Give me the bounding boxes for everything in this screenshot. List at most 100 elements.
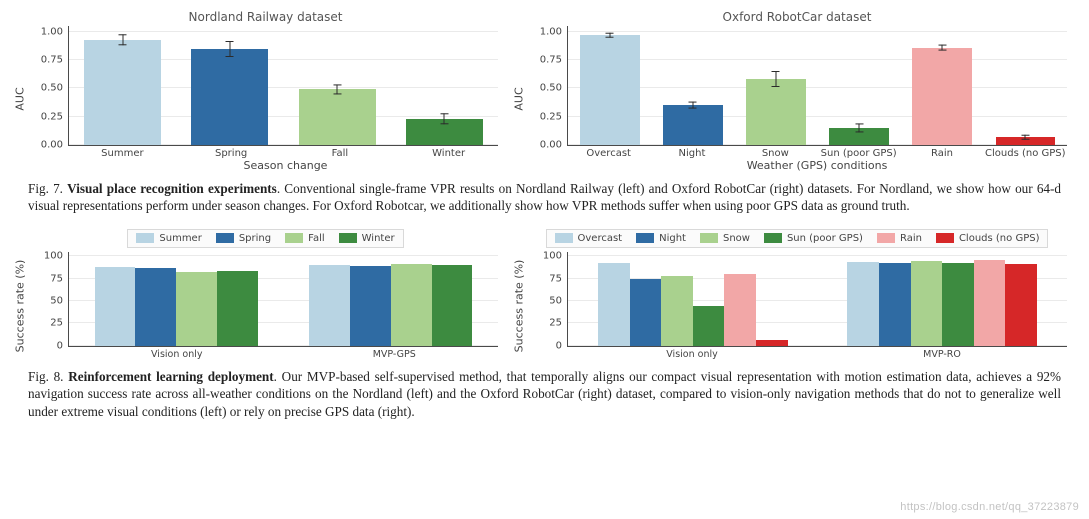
fig8-left-chart: Success rate (%) 0255075100 Vision onlyM… [28, 252, 503, 360]
bar-slot [391, 26, 498, 145]
y-tick: 0.00 [41, 140, 69, 151]
fig8-caption-bold: Reinforcement learning deployment [68, 369, 273, 384]
y-tick: 50 [549, 296, 568, 307]
bar-slot [284, 26, 391, 145]
y-tick: 25 [50, 318, 69, 329]
bar [942, 263, 974, 346]
bar [693, 306, 725, 346]
error-bar [1025, 135, 1026, 140]
bar-group [818, 252, 1068, 346]
y-tick: 0.75 [41, 55, 69, 66]
legend-swatch [136, 233, 154, 243]
fig8-right-plot: 0255075100 [567, 252, 1067, 347]
group-x-tick: MVP-GPS [286, 349, 504, 360]
bar-slot [176, 26, 283, 145]
fig8-right-xticks: Vision onlyMVP-RO [567, 349, 1067, 360]
legend-label: Clouds (no GPS) [959, 233, 1040, 244]
error-bar [444, 113, 445, 124]
bar [191, 49, 268, 145]
bar [95, 267, 136, 346]
y-tick: 0 [556, 340, 568, 351]
group-x-tick: Vision only [567, 349, 817, 360]
legend-label: Winter [362, 233, 395, 244]
error-bar [775, 71, 776, 87]
bar [879, 263, 911, 346]
fig7-row: Nordland Railway dataset AUC 0.000.250.5… [28, 10, 1061, 172]
bar-slot [651, 26, 734, 145]
bar [580, 35, 640, 145]
legend-swatch [285, 233, 303, 243]
bar [1005, 264, 1037, 345]
group-x-tick: Vision only [68, 349, 286, 360]
y-tick: 0.50 [41, 83, 69, 94]
fig7-left-panel: Nordland Railway dataset AUC 0.000.250.5… [28, 10, 503, 172]
y-tick: 100 [44, 251, 69, 262]
fig7-caption-lead: Fig. 7. [28, 181, 67, 196]
fig7-caption-bold: Visual place recognition experiments [67, 181, 277, 196]
legend-swatch [700, 233, 718, 243]
bars-wrap [69, 26, 498, 145]
fig8-right-legend: OvercastNightSnowSun (poor GPS)RainCloud… [546, 229, 1049, 248]
legend-item: Fall [285, 233, 325, 244]
bar [432, 265, 473, 346]
bar [406, 119, 483, 145]
y-tick: 0.75 [540, 55, 568, 66]
error-bar [942, 44, 943, 51]
fig7-left-title: Nordland Railway dataset [28, 10, 503, 24]
bar [911, 261, 943, 346]
bar [217, 271, 258, 346]
bar [724, 274, 756, 346]
x-tick: Night [650, 148, 733, 159]
error-bar [859, 123, 860, 132]
legend-label: Fall [308, 233, 325, 244]
bar [756, 340, 788, 346]
fig7-right-chart: AUC 0.000.250.500.751.00 OvercastNightSn… [527, 26, 1067, 172]
bar-slot [568, 26, 651, 145]
legend-swatch [636, 233, 654, 243]
fig7-left-xticks: SummerSpringFallWinter [68, 148, 503, 159]
fig8-caption: Fig. 8. Reinforcement learning deploymen… [28, 368, 1061, 420]
x-tick: Sun (poor GPS) [817, 148, 900, 159]
bar [176, 272, 217, 345]
error-bar [692, 102, 693, 109]
legend-swatch [877, 233, 895, 243]
legend-item: Night [636, 233, 686, 244]
legend-item: Spring [216, 233, 271, 244]
bar [309, 265, 350, 346]
fig7-right-plot: 0.000.250.500.751.00 [567, 26, 1067, 146]
legend-swatch [216, 233, 234, 243]
legend-item: Clouds (no GPS) [936, 233, 1040, 244]
y-tick: 75 [50, 273, 69, 284]
fig7-left-ylabel: AUC [14, 87, 27, 110]
legend-item: Rain [877, 233, 922, 244]
groups-wrap [69, 252, 498, 346]
error-bar [229, 41, 230, 57]
bar [847, 262, 879, 346]
legend-swatch [339, 233, 357, 243]
fig7-right-panel: Oxford RobotCar dataset AUC 0.000.250.50… [527, 10, 1067, 172]
fig8-caption-lead: Fig. 8. [28, 369, 68, 384]
y-tick: 0.50 [540, 83, 568, 94]
y-tick: 1.00 [41, 26, 69, 37]
fig7-left-chart: AUC 0.000.250.500.751.00 SummerSpringFal… [28, 26, 503, 172]
x-tick: Overcast [567, 148, 650, 159]
bar [598, 263, 630, 346]
bar-slot [69, 26, 176, 145]
bar [996, 137, 1056, 145]
legend-swatch [936, 233, 954, 243]
y-tick: 100 [543, 251, 568, 262]
fig8-right-panel: OvercastNightSnowSun (poor GPS)RainCloud… [527, 229, 1067, 360]
x-tick: Summer [68, 148, 177, 159]
fig7-left-plot: 0.000.250.500.751.00 [68, 26, 498, 146]
legend-label: Overcast [578, 233, 623, 244]
fig7-left-xlabel: Season change [68, 159, 503, 172]
legend-label: Sun (poor GPS) [787, 233, 863, 244]
error-bar [337, 85, 338, 94]
fig8-left-legend: SummerSpringFallWinter [127, 229, 403, 248]
y-tick: 50 [50, 296, 69, 307]
y-tick: 25 [549, 318, 568, 329]
x-tick: Spring [177, 148, 286, 159]
bar-slot [734, 26, 817, 145]
bars-wrap [568, 26, 1067, 145]
bar [630, 279, 662, 346]
